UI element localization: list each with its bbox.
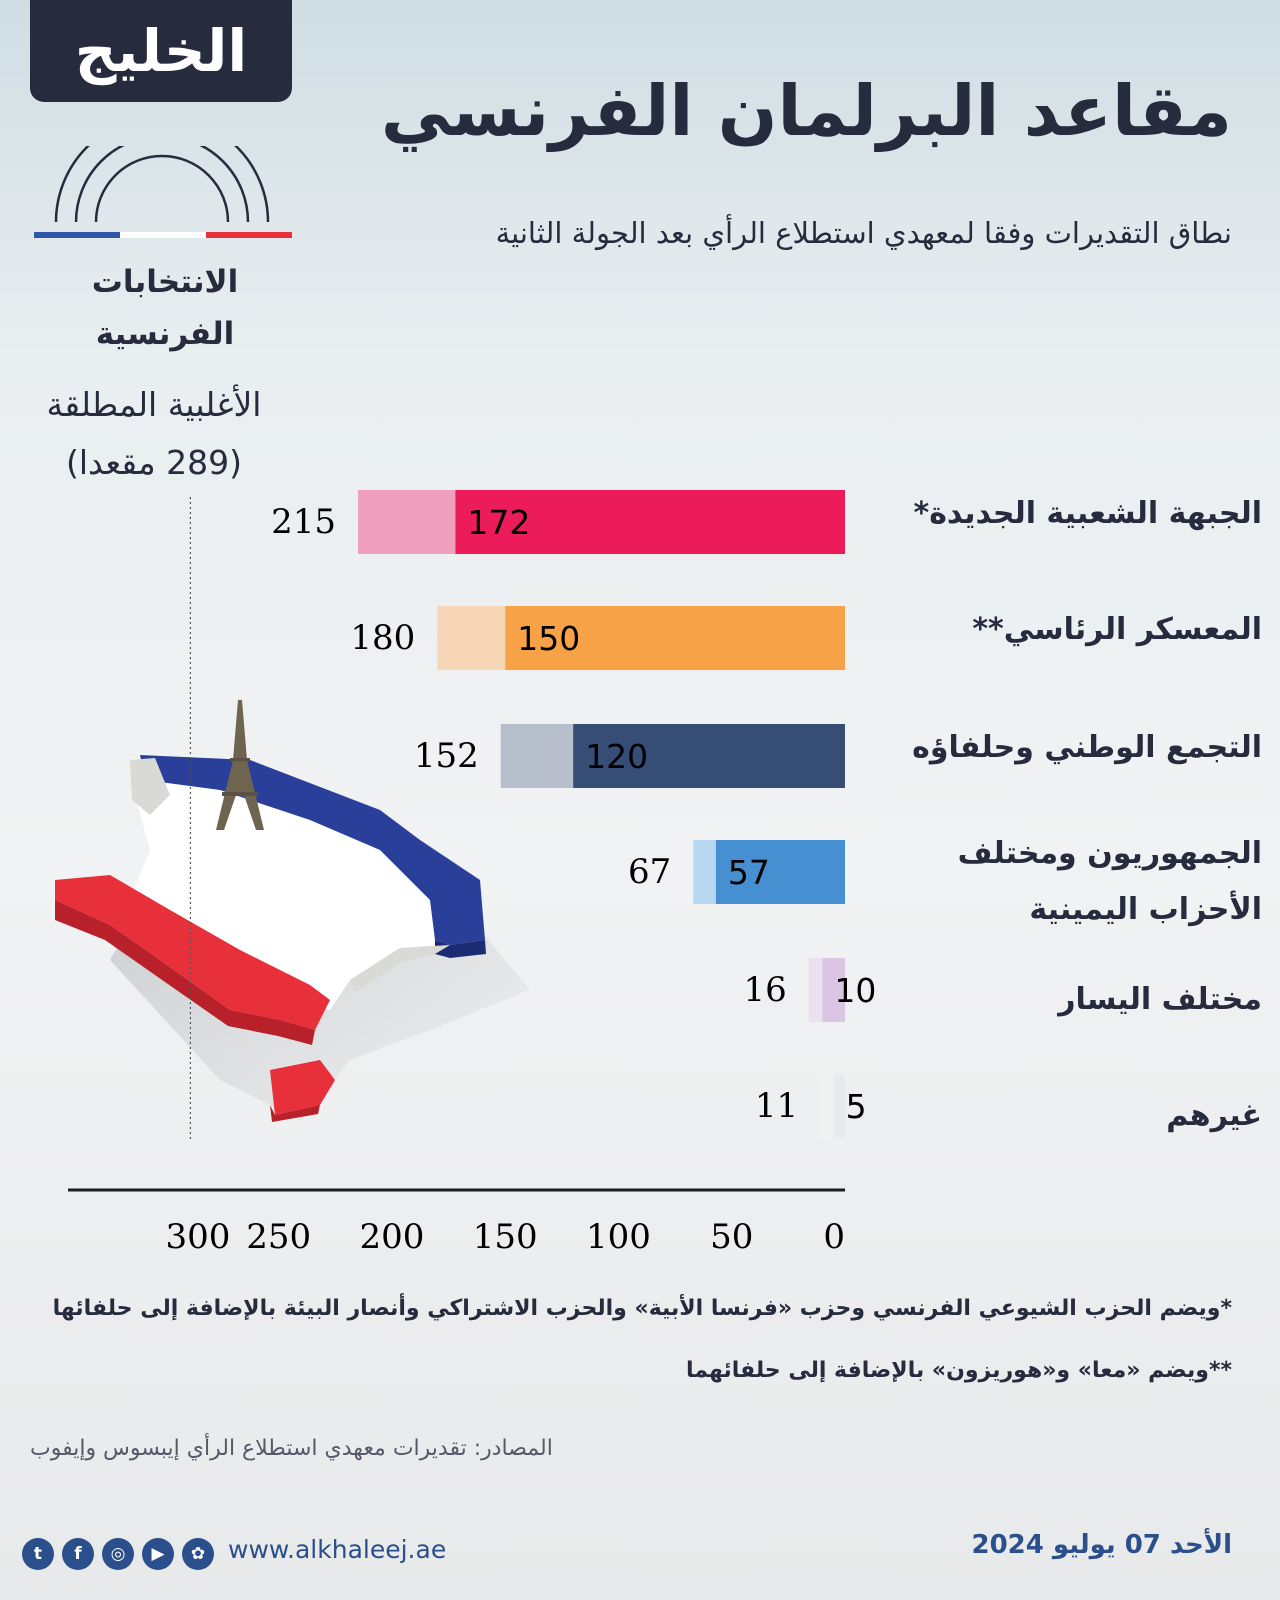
x-tick-label-50: 50 xyxy=(710,1217,753,1257)
bar-main-label-3: 57 xyxy=(728,853,770,892)
x-tick-label-150: 150 xyxy=(473,1217,538,1257)
party-label-others-text: غيرهم xyxy=(1166,1098,1262,1133)
twitter-icon[interactable]: t xyxy=(22,1538,54,1570)
party-label-nfp: الجبهة الشعبية الجديدة* xyxy=(872,496,1263,531)
x-tick-label-250: 250 xyxy=(246,1217,311,1257)
x-tick-label-300: 300 xyxy=(166,1217,231,1257)
party-label-nfp-text: الجبهة الشعبية الجديدة* xyxy=(913,496,1263,531)
party-label-rn-text: التجمع الوطني وحلفاؤه xyxy=(912,730,1262,765)
logo: الخليج xyxy=(30,0,292,102)
party-label-republicans-line2: الأحزاب اليمينية xyxy=(1029,892,1262,927)
elections-label-line1: الانتخابات xyxy=(91,264,239,300)
bar-range-label-4: 16 xyxy=(743,970,786,1010)
party-label-rn: التجمع الوطني وحلفاؤه xyxy=(872,730,1262,765)
party-label-various-left: مختلف اليسار xyxy=(872,982,1262,1017)
facebook-icon[interactable]: f xyxy=(62,1538,94,1570)
bar-main-4 xyxy=(822,958,845,1022)
party-label-republicans: الجمهوريون ومختلف الأحزاب اليمينية xyxy=(872,826,1262,938)
bar-range-label-1: 180 xyxy=(350,618,415,658)
footnote-2: **ويضم «معا» و«هوريزون» بالإضافة إلى حلف… xyxy=(685,1358,1232,1383)
publish-date: الأحد 07 يوليو 2024 xyxy=(971,1530,1233,1560)
party-label-various-left-text: مختلف اليسار xyxy=(1058,982,1262,1017)
party-label-others: غيرهم xyxy=(872,1098,1262,1133)
france-map-illustration xyxy=(55,700,530,1122)
majority-label-line2: (289 مقعدا) xyxy=(65,443,243,482)
majority-label: الأغلبية المطلقة (289 مقعدا) xyxy=(14,376,294,492)
bar-main-5 xyxy=(833,1074,845,1138)
bar-main-1 xyxy=(505,606,845,670)
bar-range-label-5: 11 xyxy=(755,1086,798,1126)
instagram-icon[interactable]: ◎ xyxy=(102,1538,134,1570)
party-label-republicans-line1: الجمهوريون ومختلف xyxy=(957,836,1262,871)
bar-main-label-1: 150 xyxy=(517,619,580,658)
x-tick-label-200: 200 xyxy=(360,1217,425,1257)
elections-label: الانتخابات الفرنسية xyxy=(60,256,270,360)
youtube-icon[interactable]: ▶ xyxy=(142,1538,174,1570)
x-tick-label-100: 100 xyxy=(586,1217,651,1257)
majority-label-line1: الأغلبية المطلقة xyxy=(46,385,262,424)
bar-main-label-4: 10 xyxy=(834,971,876,1010)
page-subtitle: نطاق التقديرات وفقا لمعهدي استطلاع الرأي… xyxy=(495,216,1232,250)
page-title: مقاعد البرلمان الفرنسي xyxy=(380,70,1232,152)
bar-main-label-2: 120 xyxy=(585,737,648,776)
bar-main-label-5: 5 xyxy=(846,1087,867,1126)
footnote-1: *ويضم الحزب الشيوعي الفرنسي وحزب «فرنسا … xyxy=(52,1296,1232,1321)
bar-main-label-0: 172 xyxy=(467,503,530,542)
snapchat-icon[interactable]: ✿ xyxy=(182,1538,214,1570)
bar-main-0 xyxy=(455,490,845,554)
bar-range-label-0: 215 xyxy=(271,502,336,542)
party-label-presidential-text: المعسكر الرئاسي** xyxy=(972,612,1262,647)
elections-label-line2: الفرنسية xyxy=(95,316,235,352)
bar-main-2 xyxy=(573,724,845,788)
party-label-presidential: المعسكر الرئاسي** xyxy=(872,612,1262,647)
bar-range-label-3: 67 xyxy=(628,852,671,892)
bar-main-3 xyxy=(715,840,845,904)
bar-range-label-2: 152 xyxy=(414,736,479,776)
logo-text: الخليج xyxy=(74,17,248,85)
parliament-emblem-icon xyxy=(34,146,292,238)
seats-bar-chart: 172 215 150 180 120 152 57 67 10 16 5 11 0 50 100 150 20… xyxy=(68,490,876,1257)
x-tick-label-0: 0 xyxy=(823,1217,845,1257)
source-text: المصادر: تقديرات معهدي استطلاع الرأي إيب… xyxy=(30,1436,553,1461)
website-link[interactable]: www.alkhaleej.ae xyxy=(228,1535,447,1564)
